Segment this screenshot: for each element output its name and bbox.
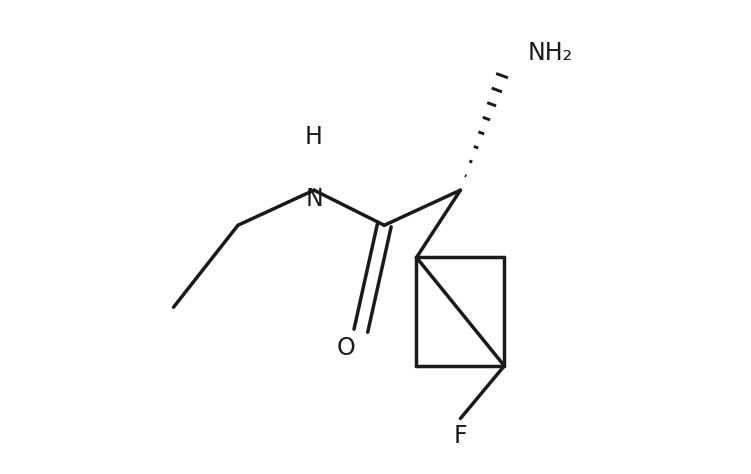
- Text: NH₂: NH₂: [528, 41, 573, 64]
- Text: N: N: [305, 187, 323, 211]
- Text: F: F: [454, 424, 467, 448]
- Text: O: O: [337, 336, 355, 360]
- Text: H: H: [305, 126, 323, 149]
